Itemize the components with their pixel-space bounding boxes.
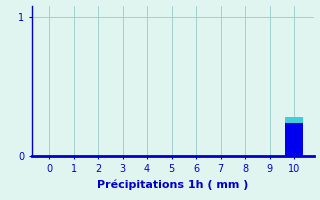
Bar — [285, 123, 303, 156]
Bar — [285, 117, 303, 123]
X-axis label: Précipitations 1h ( mm ): Précipitations 1h ( mm ) — [97, 179, 249, 190]
